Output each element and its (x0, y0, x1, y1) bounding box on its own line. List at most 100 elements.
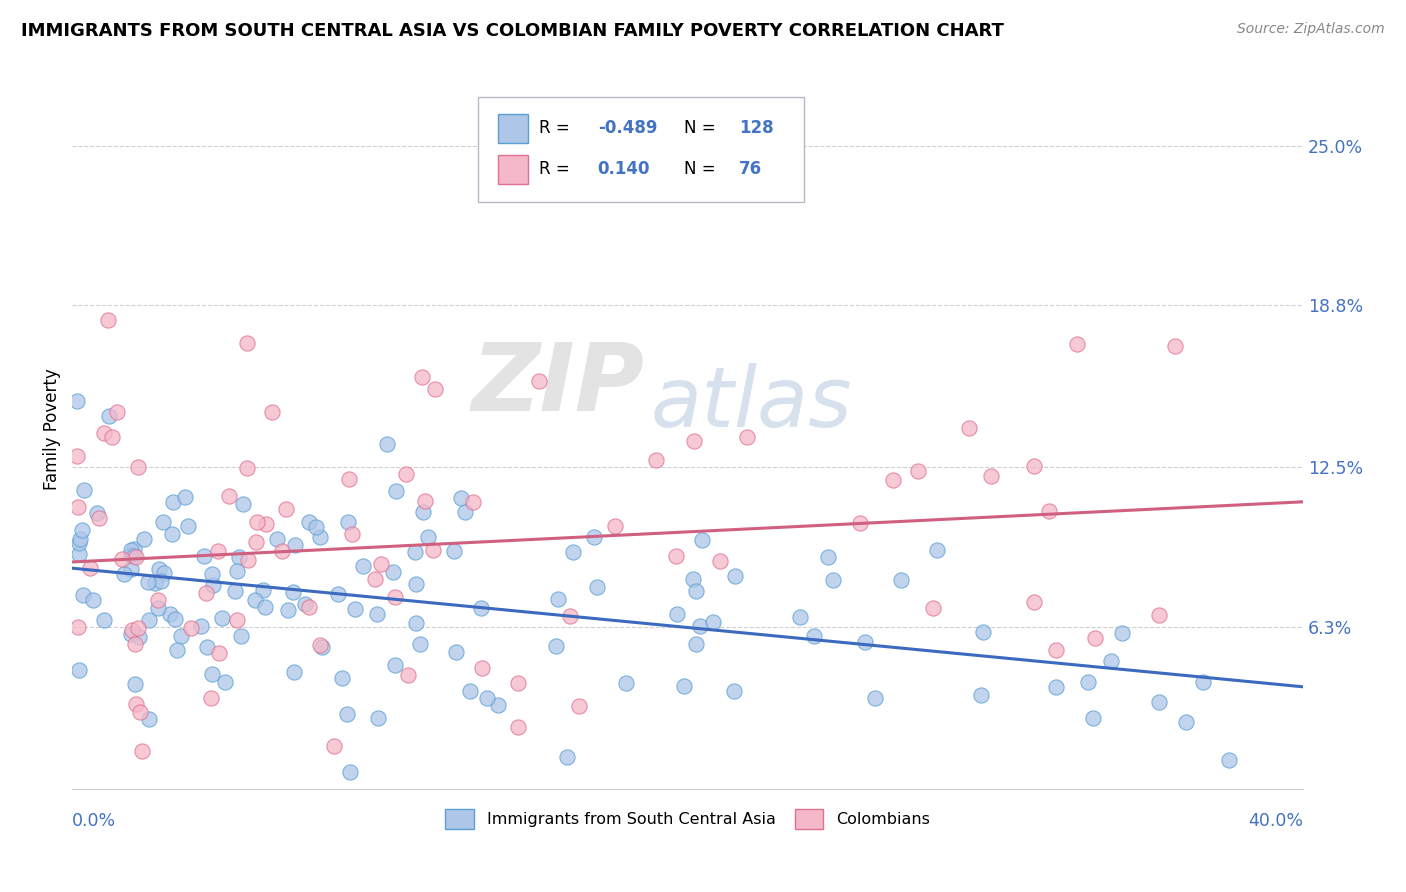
Point (980, 468, 1002, 483)
Point (685, 637, 707, 651)
Point (803, 629, 825, 643)
Point (163, 612, 186, 626)
Point (471, 661, 494, 675)
Point (339, 472, 361, 486)
Point (127, 460, 149, 475)
Point (689, 619, 711, 633)
Point (166, 642, 188, 657)
Point (124, 677, 146, 691)
Point (281, 585, 304, 599)
Point (131, 744, 153, 758)
Text: N =: N = (683, 120, 721, 137)
Point (246, 515, 269, 529)
Point (957, 421, 980, 435)
FancyBboxPatch shape (498, 155, 527, 184)
Point (73, 483, 96, 497)
Point (235, 460, 257, 475)
Point (384, 591, 406, 605)
Point (120, 562, 142, 576)
Point (70, 524, 93, 538)
Point (340, 527, 363, 541)
Point (446, 645, 468, 659)
Point (67, 536, 90, 550)
Point (1149, 695, 1171, 709)
Point (243, 592, 266, 607)
Point (416, 531, 439, 545)
Point (1077, 675, 1099, 690)
Point (422, 543, 444, 558)
Point (377, 437, 399, 451)
Point (343, 602, 366, 616)
Point (72, 588, 94, 602)
Point (709, 554, 731, 568)
Point (690, 533, 713, 547)
Point (253, 600, 276, 615)
Point (276, 501, 298, 516)
Point (817, 550, 839, 565)
Point (1218, 753, 1240, 767)
Point (384, 658, 406, 673)
Point (1081, 711, 1104, 725)
Point (583, 530, 606, 544)
Point (148, 600, 170, 615)
Point (111, 552, 134, 566)
Point (120, 626, 142, 640)
Point (121, 623, 143, 637)
Point (136, 575, 159, 590)
Point (405, 615, 427, 630)
Point (160, 526, 183, 541)
Point (214, 674, 236, 689)
Point (190, 618, 212, 632)
Point (367, 710, 389, 724)
Point (125, 698, 148, 712)
Point (508, 720, 530, 734)
Point (224, 583, 246, 598)
Text: Source: ZipAtlas.com: Source: ZipAtlas.com (1237, 22, 1385, 37)
Text: ZIP: ZIP (471, 340, 644, 432)
Point (229, 629, 252, 643)
Point (225, 613, 247, 627)
Point (260, 405, 283, 419)
Point (823, 573, 845, 587)
Point (443, 544, 465, 558)
Point (283, 665, 305, 679)
Point (120, 549, 142, 563)
Point (413, 494, 436, 508)
Point (97, 312, 120, 326)
Point (66, 500, 89, 515)
Point (381, 565, 404, 579)
Point (558, 609, 581, 624)
Point (853, 635, 876, 649)
Point (1024, 459, 1046, 474)
Point (124, 541, 146, 556)
Point (925, 543, 948, 558)
Point (132, 532, 155, 546)
Point (366, 607, 388, 621)
Point (207, 544, 229, 558)
Point (470, 601, 492, 615)
Point (352, 558, 374, 573)
Point (412, 505, 434, 519)
Point (370, 557, 392, 571)
Point (458, 684, 481, 698)
Point (907, 464, 929, 478)
Point (170, 629, 193, 643)
Point (486, 698, 509, 712)
Point (298, 515, 321, 529)
FancyBboxPatch shape (498, 114, 527, 143)
Text: IMMIGRANTS FROM SOUTH CENTRAL ASIA VS COLOMBIAN FAMILY POVERTY CORRELATION CHART: IMMIGRANTS FROM SOUTH CENTRAL ASIA VS CO… (21, 22, 1004, 40)
Point (724, 569, 747, 583)
Point (454, 505, 477, 519)
Point (201, 567, 224, 582)
Point (162, 495, 184, 509)
Text: -0.489: -0.489 (598, 120, 657, 137)
Point (152, 566, 174, 581)
Point (308, 638, 330, 652)
Point (79, 561, 101, 575)
Point (195, 586, 218, 600)
Point (67, 620, 90, 634)
Point (603, 519, 626, 533)
Point (177, 519, 200, 533)
Point (685, 583, 707, 598)
Point (1111, 625, 1133, 640)
